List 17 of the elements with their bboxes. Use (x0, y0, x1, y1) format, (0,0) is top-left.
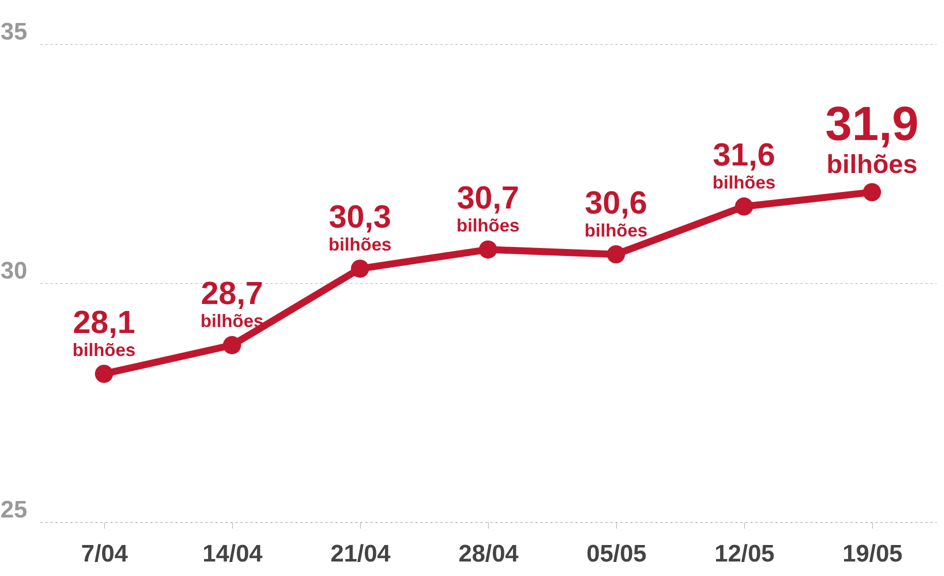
y-tick-label: 30 (0, 258, 28, 284)
x-tick-label: 12/05 (714, 540, 775, 568)
text: 30,3 bilhões (328, 198, 392, 255)
x-tick-label: 05/05 (586, 540, 647, 568)
text: 30,6 bilhões (584, 184, 648, 240)
text: 28,7 bilhões (200, 275, 264, 332)
x-tick-label: 14/04 (202, 540, 264, 568)
text: 31,6 bilhões (712, 136, 776, 193)
x-tick-label: 19/05 (842, 540, 903, 568)
text: 28,1 bilhões (72, 304, 136, 360)
x-tick-label: 21/04 (330, 540, 392, 568)
x-tick-label: 7/04 (81, 540, 129, 568)
x-tick-label: 28/04 (458, 540, 520, 568)
text: 30,7 bilhões (456, 180, 520, 236)
y-tick-label: 25 (0, 496, 28, 524)
y-tick-label: 35 (0, 18, 28, 46)
data-label: 31,9 bilhões (825, 98, 919, 180)
